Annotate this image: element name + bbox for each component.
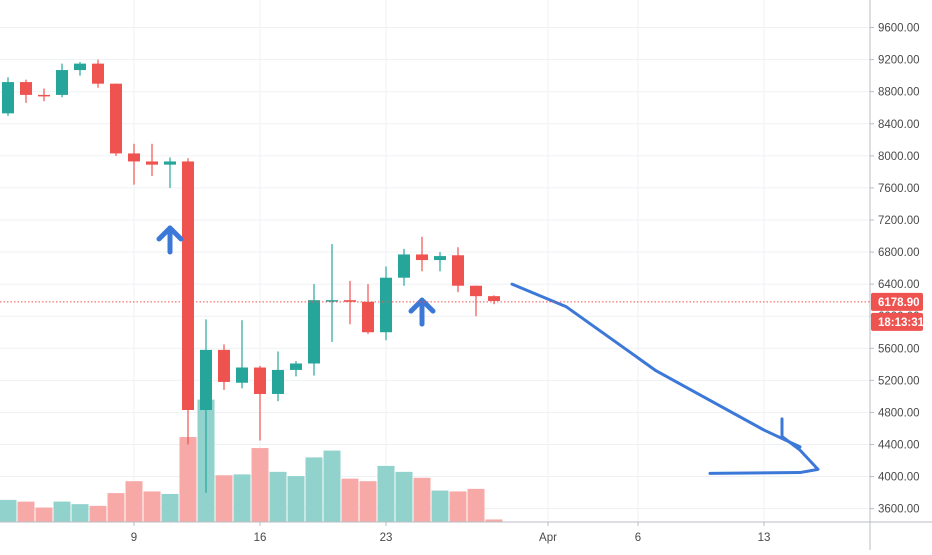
candle-body	[398, 254, 410, 278]
volume-bar	[323, 450, 341, 522]
candle-body	[74, 63, 86, 71]
volume-bar	[269, 471, 287, 522]
candle-body	[200, 349, 212, 411]
volume-bar	[305, 457, 323, 522]
countdown-badge-bg	[871, 312, 923, 331]
candle-body	[20, 82, 32, 95]
forecast-arrowhead	[708, 417, 820, 475]
volume-bar	[395, 471, 413, 522]
volume-bar	[341, 478, 359, 522]
volume-bar	[161, 493, 179, 522]
y-tick-label: 8000.00	[878, 151, 920, 163]
candle-body	[326, 300, 338, 302]
candle-body	[146, 161, 158, 165]
candle-body	[344, 300, 356, 302]
volume-bar	[449, 491, 467, 522]
x-tick-label: 16	[254, 532, 267, 544]
forecast-trend-line	[510, 282, 802, 449]
price-axis[interactable]: 9600.00 9200.00 8800.00 8400.00 8000.00 7600.…	[870, 23, 920, 516]
volume-bar	[17, 501, 35, 522]
price-badge-label: 6178.90	[878, 297, 920, 309]
volume-layer	[0, 399, 503, 522]
candle-body	[272, 369, 284, 394]
y-tick-label: 9200.00	[878, 55, 920, 67]
y-tick-label: 7600.00	[878, 183, 920, 195]
up-arrow-annotation	[156, 225, 184, 255]
candle-body	[164, 161, 176, 165]
up-arrow-annotation	[408, 297, 436, 327]
candle-body	[290, 363, 302, 370]
candle-body	[452, 255, 464, 286]
volume-bar	[233, 474, 251, 522]
volume-bar	[287, 476, 305, 522]
volume-bar	[89, 505, 107, 522]
countdown-badge-label: 18:13:31	[878, 317, 925, 329]
up-arrow-head	[408, 297, 436, 314]
up-arrow-head	[156, 225, 184, 242]
candle-body	[254, 367, 266, 394]
y-tick-label: 4400.00	[878, 439, 920, 451]
x-tick-label: 6	[635, 532, 641, 544]
candle-body	[236, 367, 248, 383]
y-tick-label: 9600.00	[878, 23, 920, 35]
grid-layer	[0, 0, 870, 522]
candle-body	[470, 285, 482, 297]
candle-body	[218, 349, 230, 382]
volume-bar	[377, 465, 395, 522]
y-tick-label: 6800.00	[878, 247, 920, 259]
price-badge-bg	[871, 292, 923, 311]
candle-body	[92, 63, 104, 84]
volume-bar	[179, 437, 197, 522]
volume-bar	[359, 481, 377, 522]
volume-bar	[413, 477, 431, 522]
y-tick-label: 3600.00	[878, 504, 920, 516]
candle-layer	[2, 59, 500, 493]
candle-body	[416, 254, 428, 261]
x-tick-label: 9	[131, 532, 137, 544]
candle-body	[488, 296, 500, 301]
y-tick-label: 8800.00	[878, 87, 920, 99]
volume-bar	[143, 491, 161, 522]
y-tick-label: 6400.00	[878, 279, 920, 291]
x-tick-label: 23	[380, 532, 393, 544]
volume-bar	[431, 490, 449, 522]
x-tick-label: 13	[758, 532, 771, 544]
volume-bar	[215, 475, 233, 522]
volume-bar	[125, 481, 143, 522]
candle-body	[434, 256, 446, 261]
candle-body	[110, 83, 122, 154]
y-tick-label: 4000.00	[878, 472, 920, 484]
candle-body	[380, 277, 392, 333]
volume-bar	[467, 488, 485, 522]
volume-bar	[53, 501, 71, 522]
x-tick-label: Apr	[539, 532, 557, 544]
candle-body	[38, 94, 50, 97]
y-tick-label: 4800.00	[878, 407, 920, 419]
candle-body	[182, 161, 194, 411]
y-tick-label: 8400.00	[878, 119, 920, 131]
volume-bar	[251, 448, 269, 522]
y-tick-label: 5600.00	[878, 343, 920, 355]
time-axis[interactable]: 9 16 23 Apr 6 13	[131, 522, 771, 544]
y-tick-label: 5200.00	[878, 375, 920, 387]
volume-bar	[0, 499, 17, 522]
candle-body	[128, 153, 140, 162]
candle-body	[56, 70, 68, 95]
candle-body	[362, 301, 374, 333]
volume-bar	[107, 493, 125, 522]
countdown-badge: 18:13:31	[871, 312, 925, 331]
y-tick-label: 7200.00	[878, 215, 920, 227]
volume-bar	[485, 519, 503, 522]
candle-body	[2, 82, 14, 114]
volume-bar	[71, 504, 89, 522]
candle-body	[308, 300, 320, 364]
annotation-layer	[156, 225, 820, 475]
volume-bar	[35, 507, 53, 522]
current-price-badge: 6178.90	[871, 292, 923, 311]
